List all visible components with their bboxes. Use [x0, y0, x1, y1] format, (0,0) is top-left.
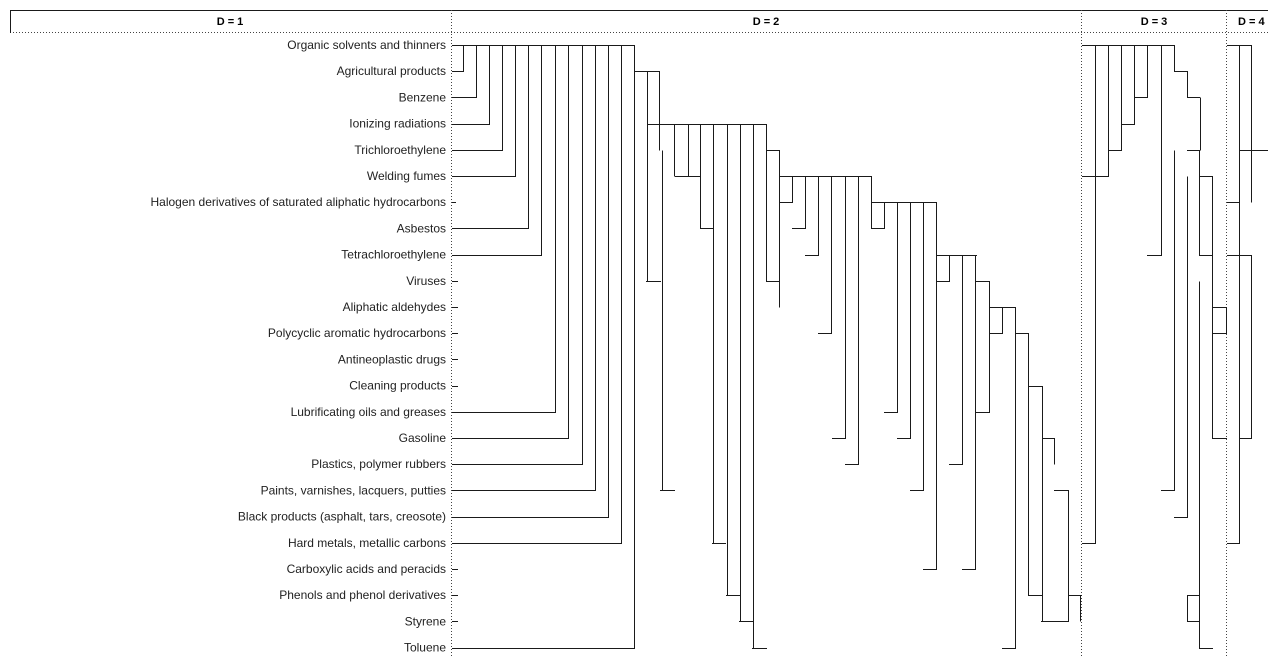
item-label: Halogen derivatives of saturated aliphat…	[150, 195, 446, 209]
item-label: Gasoline	[399, 431, 447, 445]
item-label: Lubrificating oils and greases	[291, 405, 446, 419]
header-d1: D = 1	[217, 16, 244, 28]
item-label: Paints, varnishes, lacquers, putties	[261, 483, 446, 497]
item-label: Tetrachloroethylene	[341, 248, 446, 262]
item-label: Toluene	[404, 641, 446, 655]
item-label: Agricultural products	[337, 64, 446, 78]
header-d4: D = 4	[1238, 16, 1265, 28]
item-label: Trichloroethylene	[354, 143, 446, 157]
item-label: Ionizing radiations	[349, 117, 446, 131]
header-d2: D = 2	[753, 16, 780, 28]
item-label: Carboxylic acids and peracids	[287, 562, 446, 576]
item-label: Antineoplastic drugs	[338, 352, 446, 366]
header-d3: D = 3	[1141, 16, 1168, 28]
item-label: Organic solvents and thinners	[287, 38, 446, 52]
item-label: Hard metals, metallic carbons	[288, 536, 446, 550]
item-label: Phenols and phenol derivatives	[279, 588, 446, 602]
header-band: D = 1 D = 2 D = 3 D = 4	[10, 10, 1268, 33]
item-label: Welding fumes	[367, 169, 446, 183]
item-label: Viruses	[406, 274, 446, 288]
section-separators	[451, 10, 1227, 657]
item-label: Cleaning products	[349, 379, 446, 393]
item-label: Aliphatic aldehydes	[343, 300, 446, 314]
item-label: Asbestos	[397, 221, 446, 235]
item-labels: Organic solvents and thinners Agricultura…	[150, 38, 446, 655]
dendrogram-lines	[452, 45, 1268, 649]
item-label: Plastics, polymer rubbers	[311, 457, 446, 471]
item-label: Benzene	[399, 90, 447, 104]
item-label: Polycyclic aromatic hydrocarbons	[268, 326, 446, 340]
item-label: Black products (asphalt, tars, creosote)	[238, 510, 446, 524]
item-label: Styrene	[405, 614, 447, 628]
